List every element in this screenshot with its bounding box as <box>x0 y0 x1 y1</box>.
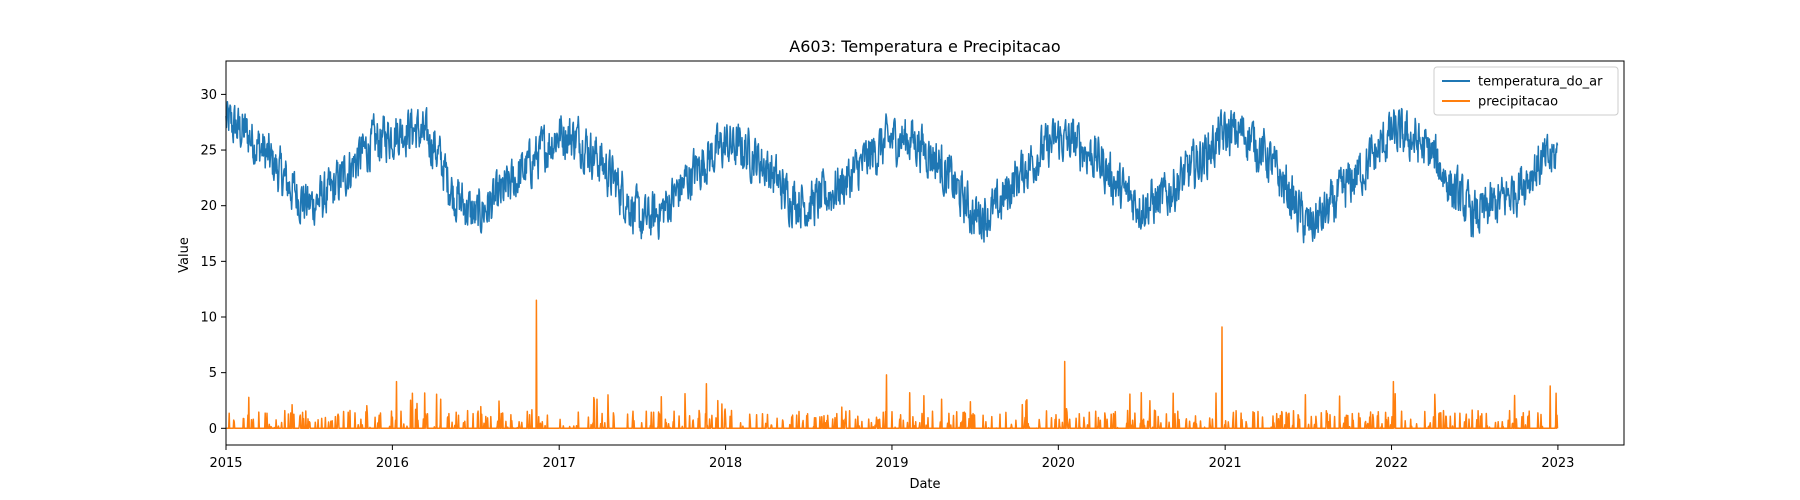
x-tick-label: 2022 <box>1375 456 1408 471</box>
y-tick-label: 15 <box>200 255 217 270</box>
axes-layer: 0 5 10 15 20 25 30 2015 2016 2017 2018 2019 2020 2021… <box>200 60 1625 471</box>
x-tick-label: 2019 <box>875 456 908 471</box>
x-tick-label: 2020 <box>1042 456 1075 471</box>
legend-label-temperatura_do_ar: temperatura_do_ar <box>1478 75 1603 90</box>
y-axis-title: Value <box>177 237 192 273</box>
legend: temperatura_do_ar precipitacao <box>1433 66 1619 116</box>
y-tick-label: 30 <box>200 88 217 103</box>
series-layer <box>225 100 1559 430</box>
x-axis-title: Date <box>909 477 940 492</box>
plot-frame <box>225 60 1625 446</box>
legend-label-precipitacao: precipitacao <box>1478 95 1558 110</box>
x-tick-label: 2015 <box>209 456 242 471</box>
y-tick-label: 5 <box>209 366 217 381</box>
x-tick-label: 2017 <box>543 456 576 471</box>
y-tick-label: 0 <box>209 422 217 437</box>
series-line-precipitacao <box>225 299 1559 430</box>
x-tick-label: 2021 <box>1209 456 1242 471</box>
legend-box <box>1433 66 1619 116</box>
y-tick-label: 25 <box>200 144 217 159</box>
x-tick-label: 2023 <box>1541 456 1574 471</box>
series-line-temperatura_do_ar <box>225 100 1559 244</box>
chart-title: A603: Temperatura e Precipitacao <box>789 37 1060 56</box>
y-tick-label: 20 <box>200 199 217 214</box>
y-tick-label: 10 <box>200 311 217 326</box>
x-tick-label: 2016 <box>376 456 409 471</box>
x-tick-label: 2018 <box>709 456 742 471</box>
